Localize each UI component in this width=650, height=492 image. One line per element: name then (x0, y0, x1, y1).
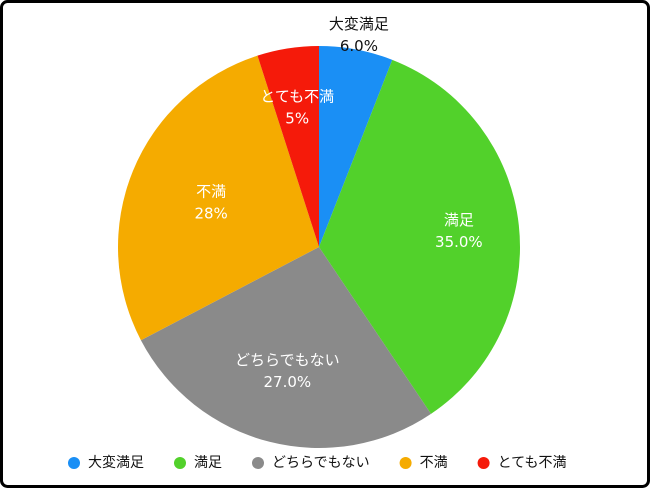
legend-label: 大変満足 (88, 454, 144, 471)
slice-label: 不満 (196, 182, 226, 200)
legend-marker (174, 457, 186, 469)
pie-slice (140, 247, 431, 448)
legend-marker (252, 457, 264, 469)
legend-marker (477, 457, 490, 469)
pie-slice (319, 59, 520, 414)
pie-slice (257, 46, 319, 247)
value-label: 28% (194, 204, 227, 222)
pie-slice (319, 46, 393, 247)
slice-label: 大変満足 (329, 15, 389, 33)
value-label: 6.0% (340, 37, 378, 55)
value-label: 35.0% (435, 233, 483, 251)
slice-label: どちらでもない (235, 351, 340, 369)
slice-label: 満足 (444, 211, 474, 229)
legend-label: どちらでもない (272, 455, 370, 471)
legend-label: 不満 (420, 455, 448, 471)
value-label: 5% (285, 109, 309, 127)
legend-label: 満足 (194, 455, 222, 471)
pie-slice (117, 55, 319, 341)
legend-marker (399, 457, 412, 469)
slice-label: とても不満 (260, 87, 334, 105)
legend-marker (68, 457, 80, 469)
value-label: 27.0% (263, 373, 311, 391)
legend-label: とても不満 (498, 455, 567, 471)
